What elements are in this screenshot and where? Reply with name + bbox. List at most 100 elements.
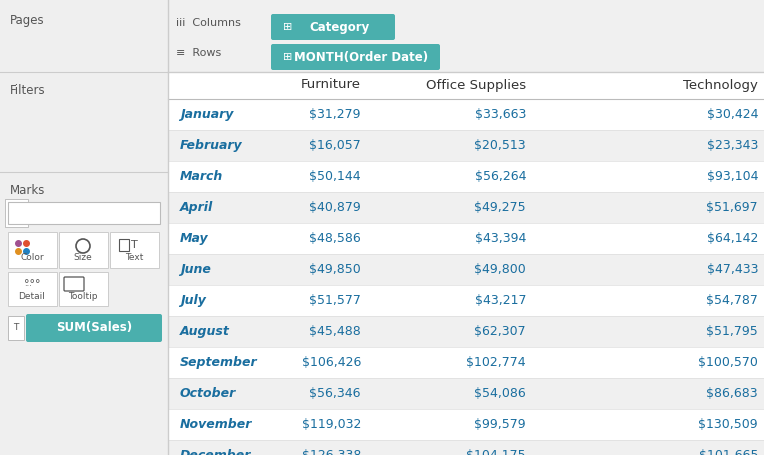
Text: February: February — [180, 139, 243, 152]
Text: Pages: Pages — [10, 14, 44, 27]
Bar — [8, 202, 160, 224]
Bar — [168, 316, 764, 347]
Text: Text: Text — [125, 253, 143, 262]
Text: November: November — [180, 418, 252, 431]
FancyBboxPatch shape — [271, 14, 395, 40]
FancyBboxPatch shape — [271, 44, 440, 70]
Text: March: March — [180, 170, 223, 183]
Text: T: T — [13, 324, 18, 333]
Text: $86,683: $86,683 — [707, 387, 758, 400]
Text: $31,279: $31,279 — [309, 108, 361, 121]
Text: October: October — [180, 387, 236, 400]
Bar — [168, 99, 764, 130]
Text: Office Supplies: Office Supplies — [426, 79, 526, 91]
Text: ⊞: ⊞ — [283, 52, 293, 62]
Text: Detail: Detail — [18, 292, 45, 301]
Text: $49,275: $49,275 — [474, 201, 526, 214]
Bar — [168, 223, 764, 254]
Text: June: June — [180, 263, 211, 276]
Text: July: July — [180, 294, 206, 307]
Text: $23,343: $23,343 — [707, 139, 758, 152]
Text: $101,665: $101,665 — [698, 449, 758, 455]
Text: $119,032: $119,032 — [302, 418, 361, 431]
FancyBboxPatch shape — [26, 314, 162, 342]
Bar — [168, 72, 764, 99]
Text: Technology: Technology — [683, 79, 758, 91]
Text: $64,142: $64,142 — [707, 232, 758, 245]
Text: $33,663: $33,663 — [474, 108, 526, 121]
Text: September: September — [180, 356, 257, 369]
Text: SUM(Sales): SUM(Sales) — [56, 322, 132, 334]
Text: $40,879: $40,879 — [309, 201, 361, 214]
Text: $130,509: $130,509 — [698, 418, 758, 431]
Bar — [168, 192, 764, 223]
Text: $49,800: $49,800 — [474, 263, 526, 276]
Bar — [168, 347, 764, 378]
Text: $100,570: $100,570 — [698, 356, 758, 369]
Text: $51,795: $51,795 — [706, 325, 758, 338]
Text: $51,697: $51,697 — [707, 201, 758, 214]
Text: $43,394: $43,394 — [474, 232, 526, 245]
Text: Color: Color — [20, 253, 44, 262]
Text: May: May — [180, 232, 209, 245]
Text: ≡  Rows: ≡ Rows — [176, 48, 222, 58]
Text: $56,346: $56,346 — [309, 387, 361, 400]
Bar — [110, 232, 159, 268]
Text: $49,850: $49,850 — [309, 263, 361, 276]
Text: January: January — [180, 108, 233, 121]
Text: $99,579: $99,579 — [474, 418, 526, 431]
Text: December: December — [180, 449, 251, 455]
Bar — [59, 272, 108, 306]
Text: $102,774: $102,774 — [466, 356, 526, 369]
Text: $56,264: $56,264 — [474, 170, 526, 183]
Bar — [168, 285, 764, 316]
Text: $50,144: $50,144 — [309, 170, 361, 183]
Text: T: T — [131, 240, 138, 250]
Text: $16,057: $16,057 — [309, 139, 361, 152]
Text: $47,433: $47,433 — [707, 263, 758, 276]
Text: iii  Columns: iii Columns — [176, 18, 241, 28]
Bar — [8, 272, 57, 306]
Bar — [0, 0, 168, 455]
Text: ▾: ▾ — [152, 208, 157, 218]
Text: $126,338: $126,338 — [302, 449, 361, 455]
Bar — [119, 239, 129, 251]
Text: MONTH(Order Date): MONTH(Order Date) — [294, 51, 428, 64]
Bar — [168, 409, 764, 440]
Text: $62,307: $62,307 — [474, 325, 526, 338]
Text: $106,426: $106,426 — [302, 356, 361, 369]
Text: Furniture: Furniture — [301, 79, 361, 91]
Text: Category: Category — [309, 20, 369, 34]
Text: T: T — [14, 208, 19, 217]
Text: $104,175: $104,175 — [466, 449, 526, 455]
Bar — [168, 0, 764, 455]
Bar — [168, 130, 764, 161]
Text: $51,577: $51,577 — [309, 294, 361, 307]
Text: °°°: °°° — [24, 279, 40, 289]
Text: Filters: Filters — [10, 84, 46, 97]
Text: $48,586: $48,586 — [309, 232, 361, 245]
Text: Marks: Marks — [10, 184, 45, 197]
Text: $54,086: $54,086 — [474, 387, 526, 400]
Text: $30,424: $30,424 — [707, 108, 758, 121]
Bar — [168, 440, 764, 455]
Text: Size: Size — [73, 253, 92, 262]
Text: ···: ··· — [24, 283, 32, 292]
Bar — [8, 316, 24, 340]
Text: $20,513: $20,513 — [474, 139, 526, 152]
Text: April: April — [180, 201, 213, 214]
Text: $54,787: $54,787 — [706, 294, 758, 307]
Bar — [168, 0, 764, 72]
Text: $93,104: $93,104 — [707, 170, 758, 183]
Text: Automatic: Automatic — [30, 208, 83, 218]
Bar — [168, 378, 764, 409]
Text: $43,217: $43,217 — [474, 294, 526, 307]
Bar — [168, 161, 764, 192]
Text: $45,488: $45,488 — [309, 325, 361, 338]
Bar — [8, 232, 57, 268]
Text: Tooltip: Tooltip — [68, 292, 98, 301]
Text: ⊞: ⊞ — [283, 22, 293, 32]
Bar — [59, 232, 108, 268]
Bar — [168, 254, 764, 285]
Text: August: August — [180, 325, 230, 338]
